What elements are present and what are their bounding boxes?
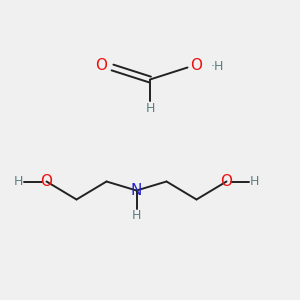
Text: N: N xyxy=(131,183,142,198)
Text: H: H xyxy=(250,175,259,188)
Text: H: H xyxy=(13,175,23,188)
Text: O: O xyxy=(220,174,232,189)
Text: O: O xyxy=(95,58,107,74)
Text: H: H xyxy=(145,101,155,115)
Text: H: H xyxy=(132,208,141,222)
Text: O: O xyxy=(40,174,52,189)
Text: O: O xyxy=(190,58,202,74)
Text: ·H: ·H xyxy=(211,60,224,74)
